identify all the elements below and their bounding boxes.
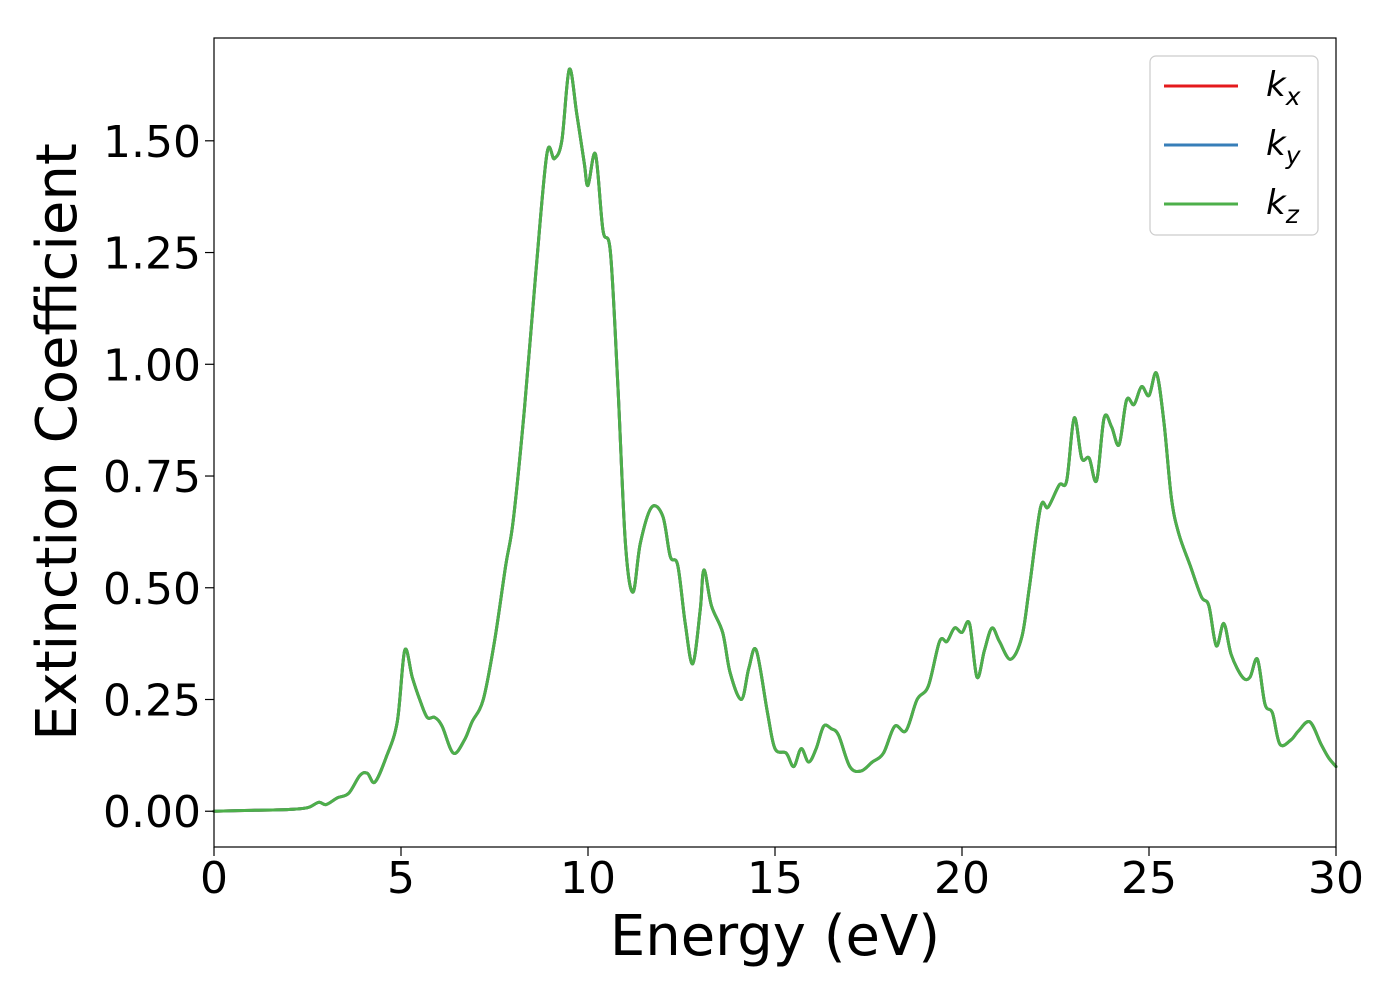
y-tick-label: 1.00 bbox=[103, 340, 201, 391]
series-layer bbox=[212, 67, 1338, 813]
y-tick-label: 0.00 bbox=[103, 787, 201, 838]
x-tick-label: 5 bbox=[387, 853, 415, 904]
x-tick-label: 0 bbox=[200, 853, 228, 904]
x-axis: 0 5 10 15 20 25 30 bbox=[200, 847, 1364, 904]
y-axis: 0.00 0.25 0.50 0.75 1.00 1.25 1.50 bbox=[103, 117, 214, 838]
y-tick-label: 0.75 bbox=[103, 452, 201, 503]
y-tick-label: 0.50 bbox=[103, 564, 201, 615]
x-axis-label: Energy (eV) bbox=[610, 904, 940, 969]
x-tick-label: 15 bbox=[747, 853, 803, 904]
x-tick-label: 30 bbox=[1308, 853, 1364, 904]
x-tick-label: 20 bbox=[934, 853, 990, 904]
y-tick-label: 1.50 bbox=[103, 117, 201, 168]
x-tick-label: 25 bbox=[1121, 853, 1177, 904]
y-axis-label: Extinction Coefficient bbox=[25, 143, 90, 741]
y-tick-label: 0.25 bbox=[103, 676, 201, 727]
x-tick-label: 10 bbox=[560, 853, 616, 904]
y-tick-label: 1.25 bbox=[103, 229, 201, 280]
series-line-k-z bbox=[212, 67, 1338, 813]
